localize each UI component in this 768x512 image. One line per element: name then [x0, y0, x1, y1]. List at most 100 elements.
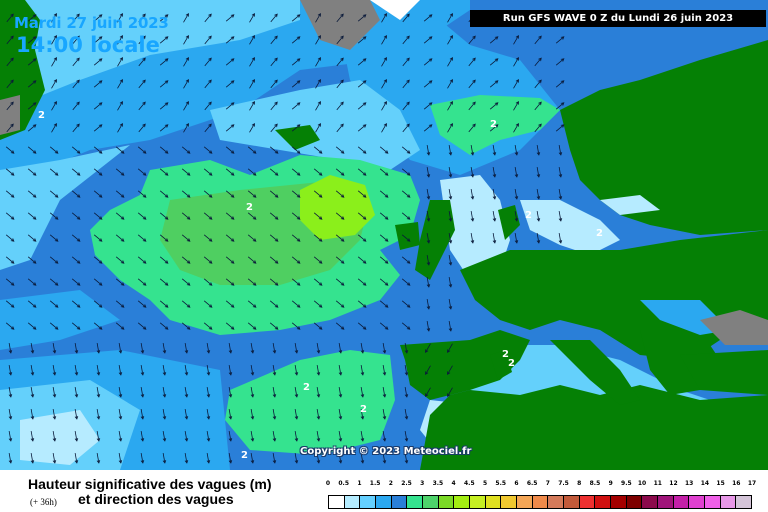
- wave-arrow: [489, 124, 499, 132]
- wave-zone-south: [225, 350, 395, 455]
- wave-arrow: [93, 278, 103, 286]
- wave-arrow: [492, 211, 497, 222]
- wave-arrow: [93, 36, 103, 44]
- wave-arrow: [291, 124, 301, 132]
- wave-arrow: [536, 167, 541, 178]
- wave-arrow: [470, 211, 475, 222]
- wave-arrow: [426, 299, 431, 310]
- wave-arrow: [27, 146, 37, 154]
- wave-arrow: [555, 58, 565, 66]
- wave-arrow: [357, 102, 367, 110]
- wave-arrow: [93, 14, 103, 22]
- wave-arrow: [470, 145, 475, 156]
- wave-arrow: [6, 101, 14, 111]
- wave-arrow: [225, 168, 235, 176]
- wave-arrow: [27, 124, 37, 132]
- sea-zone-north-sea: [440, 175, 510, 280]
- wave-arrow: [49, 256, 59, 264]
- wave-arrow: [184, 343, 189, 354]
- wave-arrow: [5, 300, 15, 308]
- wave-arrow: [183, 12, 189, 23]
- wave-arrow: [225, 190, 235, 198]
- contour-label: 2: [38, 110, 45, 121]
- wave-arrow: [203, 190, 213, 198]
- wave-arrow: [316, 343, 321, 354]
- wave-arrow: [401, 146, 411, 154]
- wave-arrow: [357, 124, 367, 132]
- wave-arrow: [27, 190, 37, 198]
- wave-arrow: [270, 57, 278, 67]
- wave-arrow: [159, 80, 169, 88]
- wave-arrow: [140, 387, 145, 398]
- wave-arrow: [159, 278, 169, 286]
- wave-arrow: [404, 387, 409, 398]
- wave-arrow: [247, 278, 257, 286]
- wave-arrow: [30, 409, 35, 420]
- wave-arrow: [357, 300, 367, 308]
- wave-arrow: [225, 36, 235, 44]
- wave-arrow: [140, 431, 145, 442]
- wave-arrow: [250, 453, 255, 464]
- wave-arrow: [137, 300, 147, 308]
- legend-lead-time: (+ 36h): [30, 497, 57, 507]
- color-scale-tick-label: 4.5: [464, 480, 475, 487]
- color-scale-tick-label: 1.5: [369, 480, 381, 487]
- color-scale-tick-label: 5: [482, 480, 488, 487]
- color-scale-tick-label: 6: [514, 480, 519, 487]
- wave-arrow: [313, 168, 323, 176]
- wave-arrow: [159, 58, 169, 66]
- wave-arrow: [269, 190, 279, 198]
- color-scale-swatch: [705, 496, 721, 508]
- wave-arrow: [5, 256, 15, 264]
- wave-arrow: [404, 453, 409, 464]
- color-scale-swatch: [564, 496, 580, 508]
- wave-arrow: [118, 431, 123, 442]
- wave-arrow: [159, 36, 169, 44]
- wave-arrow: [270, 101, 278, 111]
- wave-arrow: [447, 12, 453, 23]
- wave-arrow: [181, 256, 191, 264]
- wave-arrow: [447, 387, 453, 398]
- wave-arrow: [470, 189, 475, 200]
- wave-arrow: [49, 146, 59, 154]
- wave-arrow: [250, 343, 255, 354]
- wave-arrow: [225, 14, 235, 22]
- contour-label: 2: [360, 404, 367, 415]
- wave-arrow: [203, 278, 213, 286]
- wave-arrow: [291, 190, 301, 198]
- wave-arrow: [96, 387, 101, 398]
- wave-arrow: [379, 146, 389, 154]
- wave-arrow: [247, 256, 257, 264]
- color-scale-tick-label: 10: [637, 480, 647, 487]
- wave-arrow: [203, 234, 213, 242]
- wave-arrow: [448, 255, 453, 266]
- wave-arrow: [225, 102, 235, 110]
- wave-arrow: [316, 365, 321, 376]
- wave-arrow: [360, 343, 365, 354]
- wave-arrow: [225, 58, 235, 66]
- wave-arrow: [181, 278, 191, 286]
- wave-arrow: [228, 365, 233, 376]
- wave-arrow: [137, 168, 147, 176]
- wave-arrow: [379, 190, 389, 198]
- wave-arrow: [558, 167, 563, 178]
- wave-arrow: [96, 343, 101, 354]
- wave-arrow: [49, 212, 59, 220]
- sea-zone-baltic: [520, 200, 620, 255]
- wave-arrow: [426, 145, 431, 156]
- wave-arrow: [162, 453, 167, 464]
- wave-arrow: [489, 102, 499, 110]
- wave-arrow: [514, 167, 519, 178]
- wave-arrow: [291, 212, 301, 220]
- wave-arrow: [335, 146, 345, 154]
- wave-arrow: [137, 256, 147, 264]
- land-iberia: [400, 330, 530, 400]
- wave-arrow: [6, 13, 14, 23]
- wave-arrow: [140, 343, 145, 354]
- wave-arrow: [468, 101, 476, 111]
- wave-arrow: [27, 234, 37, 242]
- wave-arrow: [137, 212, 147, 220]
- wave-arrow: [294, 343, 299, 354]
- wave-arrow: [489, 36, 499, 44]
